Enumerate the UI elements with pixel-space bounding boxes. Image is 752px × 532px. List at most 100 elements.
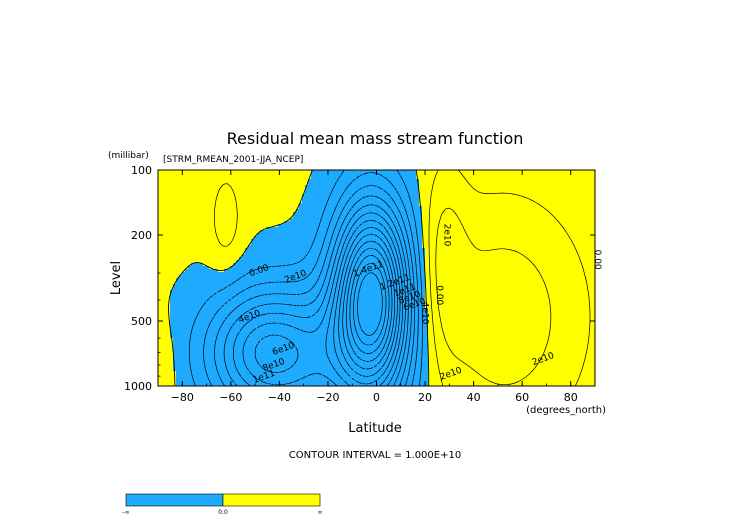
field-cell	[380, 242, 384, 246]
field-cell	[386, 221, 390, 225]
field-cell	[416, 242, 420, 246]
field-cell	[242, 239, 246, 243]
field-cell	[203, 212, 207, 216]
field-cell	[533, 248, 537, 252]
field-cell	[575, 209, 579, 213]
field-cell	[293, 266, 297, 270]
field-cell	[452, 215, 456, 219]
field-cell	[374, 251, 378, 255]
field-cell	[521, 203, 525, 207]
field-cell	[518, 242, 522, 246]
field-cell	[260, 221, 264, 225]
field-cell	[560, 263, 564, 267]
field-cell	[245, 224, 249, 228]
field-cell	[512, 203, 516, 207]
field-cell	[284, 257, 288, 261]
field-cell	[203, 269, 207, 273]
field-cell	[536, 197, 540, 201]
field-cell	[533, 215, 537, 219]
field-cell	[245, 233, 249, 237]
field-cell	[548, 221, 552, 225]
field-cell	[272, 209, 276, 213]
field-cell	[476, 263, 480, 267]
field-cell	[395, 224, 399, 228]
field-cell	[275, 206, 279, 210]
field-cell	[425, 203, 429, 207]
field-cell	[566, 173, 570, 177]
field-cell	[533, 182, 537, 186]
field-cell	[338, 206, 342, 210]
field-cell	[383, 170, 387, 174]
field-cell	[554, 263, 558, 267]
field-cell	[350, 245, 354, 249]
field-cell	[500, 221, 504, 225]
field-cell	[437, 245, 441, 249]
field-cell	[359, 182, 363, 186]
field-cell	[494, 218, 498, 222]
field-cell	[509, 218, 513, 222]
field-cell	[212, 203, 216, 207]
field-cell	[581, 248, 585, 252]
field-cell	[164, 185, 168, 189]
field-cell	[473, 233, 477, 237]
field-cell	[221, 194, 225, 198]
field-cell	[533, 203, 537, 207]
field-cell	[389, 206, 393, 210]
field-cell	[359, 260, 363, 264]
field-cell	[323, 236, 327, 240]
field-cell	[212, 236, 216, 240]
field-cell	[251, 209, 255, 213]
field-cell	[512, 200, 516, 204]
field-cell	[416, 245, 420, 249]
field-cell	[200, 203, 204, 207]
field-cell	[467, 218, 471, 222]
field-cell	[161, 182, 165, 186]
field-cell	[413, 212, 417, 216]
field-cell	[365, 266, 369, 270]
field-cell	[224, 200, 228, 204]
field-cell	[404, 173, 408, 177]
field-cell	[488, 254, 492, 258]
field-cell	[230, 221, 234, 225]
field-cell	[590, 191, 594, 195]
field-cell	[227, 230, 231, 234]
field-cell	[515, 200, 519, 204]
field-cell	[206, 272, 210, 276]
field-cell	[578, 212, 582, 216]
field-cell	[239, 212, 243, 216]
field-cell	[290, 194, 294, 198]
field-cell	[311, 230, 315, 234]
field-cell	[299, 170, 303, 174]
field-cell	[485, 239, 489, 243]
field-cell	[221, 263, 225, 267]
field-cell	[407, 212, 411, 216]
field-cell	[362, 173, 366, 177]
field-cell	[443, 221, 447, 225]
field-cell	[185, 185, 189, 189]
field-cell	[287, 251, 291, 255]
field-cell	[503, 248, 507, 252]
field-cell	[494, 257, 498, 261]
field-cell	[590, 266, 594, 270]
field-cell	[317, 245, 321, 249]
field-cell	[188, 170, 192, 174]
field-cell	[425, 233, 429, 237]
field-cell	[581, 197, 585, 201]
field-cell	[515, 203, 519, 207]
field-cell	[380, 182, 384, 186]
field-cell	[290, 209, 294, 213]
field-cell	[536, 191, 540, 195]
field-cell	[536, 221, 540, 225]
field-cell	[263, 260, 267, 264]
field-cell	[449, 200, 453, 204]
field-cell	[227, 221, 231, 225]
field-cell	[302, 215, 306, 219]
field-cell	[590, 179, 594, 183]
field-cell	[410, 251, 414, 255]
field-cell	[164, 227, 168, 231]
field-cell	[488, 269, 492, 273]
field-cell	[356, 269, 360, 273]
field-cell	[236, 236, 240, 240]
field-cell	[212, 194, 216, 198]
field-cell	[377, 227, 381, 231]
